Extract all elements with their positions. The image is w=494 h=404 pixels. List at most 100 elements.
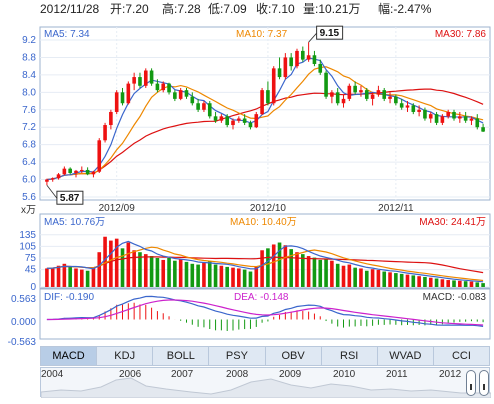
candle-body [423, 109, 427, 119]
navigator-year-2011: 2011 [386, 369, 408, 380]
volume-bar [312, 257, 317, 287]
svg-text:9.15: 9.15 [320, 28, 340, 39]
volume-bar [335, 263, 340, 287]
candle-body [213, 116, 218, 121]
volume-tick-label: 75 [25, 253, 37, 264]
navigator-year-2006: 2006 [119, 369, 142, 380]
volume-bar [56, 265, 61, 287]
macd-dif-label: DIF: -0.190 [44, 292, 94, 303]
price-tick-label: 8.8 [22, 52, 36, 63]
volume-bar [184, 261, 189, 287]
price-tick-label: 5.6 [22, 192, 36, 203]
navigator-left-handle[interactable] [466, 370, 476, 396]
candle-body [469, 118, 474, 121]
candle-body [306, 55, 311, 60]
volume-ma10-line [46, 246, 484, 282]
macd-tick-zero: 0.000 [11, 317, 36, 328]
price-tick-label: 6.0 [22, 175, 36, 186]
volume-bar [260, 250, 264, 287]
volume-bar [353, 267, 357, 287]
volume-bar [50, 267, 55, 287]
timeline-navigator[interactable]: 2004 2006 2007 2008 2009 2010 2011 2012 [40, 367, 491, 398]
volume-bar [225, 266, 230, 287]
candle-body [475, 118, 480, 128]
volume-bar [394, 273, 398, 287]
volume-bar [481, 283, 485, 287]
volume-bar [109, 240, 113, 287]
volume-bar [266, 248, 270, 287]
macd-dea-label: DEA: -0.148 [234, 292, 289, 303]
candle-body [266, 90, 270, 104]
volume-bar [330, 260, 334, 287]
candle-body [283, 57, 288, 78]
volume-bar [434, 278, 439, 287]
navigator-year-2008: 2008 [226, 369, 249, 380]
volume-bar [318, 259, 323, 287]
volume-tick-label: 105 [19, 241, 36, 252]
volume-bar [283, 245, 288, 287]
candle-body [405, 105, 410, 108]
volume-unit-label: x万 [21, 205, 36, 216]
candle-body [359, 90, 363, 93]
candle-body [260, 90, 264, 115]
candle-body [330, 92, 334, 97]
volume-bar [364, 270, 369, 287]
price-tick-label: 7.6 [22, 105, 36, 116]
header-high: 高:7.28 [162, 1, 201, 16]
candle-body [196, 103, 200, 110]
navigator-year-2007: 2007 [171, 369, 194, 380]
ma10-line [46, 66, 484, 181]
tab-kdj[interactable]: KDJ [97, 347, 154, 365]
volume-bar [161, 259, 166, 287]
candle-body [50, 178, 55, 180]
candle-body [458, 116, 462, 119]
candle-body [74, 170, 78, 174]
candle-body [248, 122, 253, 128]
candle-body [318, 63, 323, 73]
moving-average-lines [46, 57, 484, 181]
min-price-marker: 5.87 [46, 184, 84, 205]
volume-bar [85, 270, 90, 287]
volume-bar [411, 275, 416, 287]
tab-macd[interactable]: MACD [41, 347, 98, 365]
volume-bar [417, 276, 421, 287]
stock-chart: 2012/11/28 开:7.20 高:7.28 低:7.09 收:7.10 量… [8, 1, 491, 346]
candle-body [202, 103, 206, 110]
svg-text:5.87: 5.87 [60, 193, 80, 204]
tab-wvad[interactable]: WVAD [378, 347, 434, 365]
volume-tick-label: 135 [19, 230, 36, 241]
volume-bar [399, 273, 404, 287]
candle-body [300, 50, 305, 60]
ma5-line [46, 57, 484, 181]
candle-body [295, 50, 299, 67]
volume-bar [469, 281, 474, 287]
ma30-line [46, 88, 484, 181]
navigator-right-handle[interactable] [479, 370, 489, 396]
price-tick-label: 6.4 [22, 157, 36, 168]
volume-bar [74, 268, 78, 287]
volume-ma30-label: MA30: 24.41万 [419, 217, 486, 228]
macd-value-label: MACD: -0.083 [423, 292, 487, 303]
tab-boll[interactable]: BOLL [153, 347, 210, 365]
volume-tick-label: 45 [25, 265, 37, 276]
volume-ma5-line [46, 240, 484, 283]
volume-bar [68, 266, 72, 287]
price-tick-label: 9.2 [22, 35, 36, 46]
tab-rsi[interactable]: RSI [322, 347, 378, 365]
header-low: 低:7.09 [208, 2, 247, 16]
candle-body [178, 90, 183, 99]
price-ma30-label: MA30: 7.86 [435, 29, 487, 40]
volume-bar [231, 267, 235, 287]
candle-body [155, 83, 160, 91]
price-tick-label: 6.8 [22, 140, 36, 151]
tab-psy[interactable]: PSY [209, 347, 266, 365]
candle-body [143, 70, 148, 86]
tab-cci[interactable]: CCI [451, 350, 471, 362]
header-close: 收:7.10 [256, 2, 295, 16]
candlesticks [45, 42, 485, 186]
volume-bar [382, 271, 387, 287]
volume-ma10-label: MA10: 10.40万 [230, 217, 297, 228]
volume-ma30-line [46, 256, 484, 274]
volume-bar [446, 280, 451, 287]
tab-obv[interactable]: OBV [266, 347, 322, 365]
